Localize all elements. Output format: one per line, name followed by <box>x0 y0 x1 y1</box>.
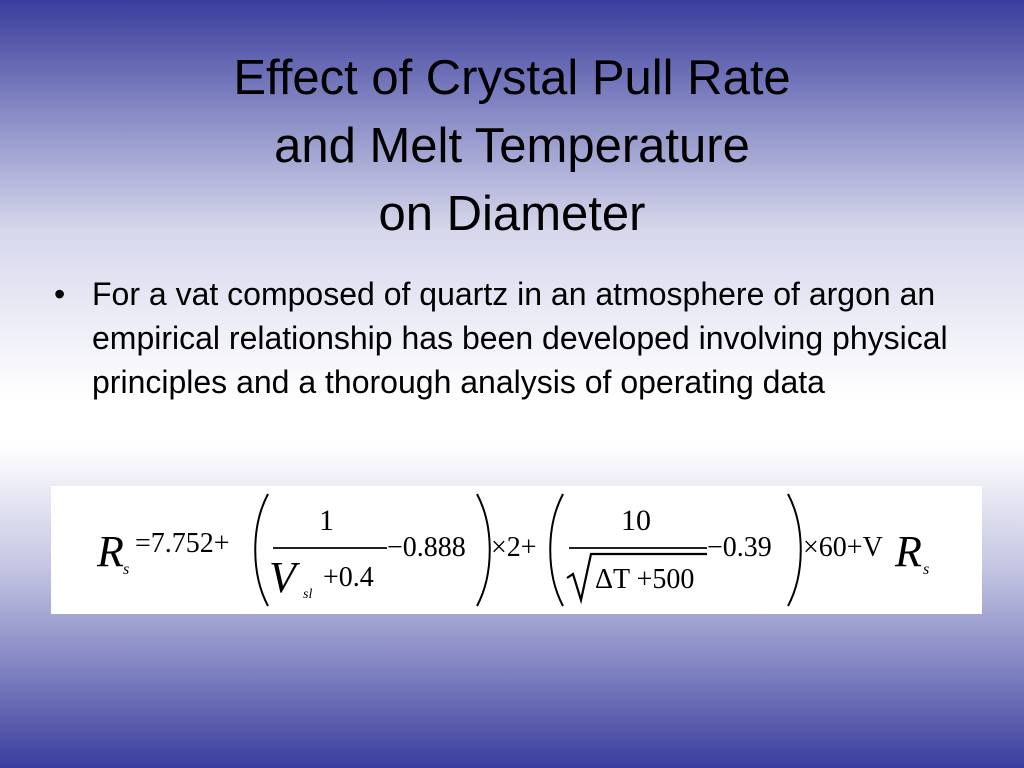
eq-right-paren-1 <box>476 493 491 607</box>
eq-rhs-subscript: s <box>923 561 929 578</box>
title-line-1: Effect of Crystal Pull Rate <box>233 51 791 105</box>
eq-frac1-den-rest: +0.4 <box>323 562 374 593</box>
equation-image: R s =7.752+ 1 V sl +0.4 −0.888 ×2+ 10 ΔT… <box>96 493 929 607</box>
bullet-marker: • <box>54 276 66 312</box>
eq-sqrt-sign <box>566 552 707 605</box>
title-line-2: and Melt Temperature <box>274 119 750 173</box>
eq-frac2-numerator: 10 <box>621 504 651 537</box>
eq-left-paren-1 <box>254 493 269 607</box>
eq-left-paren-2 <box>549 493 564 607</box>
slide-title: Effect of Crystal Pull Rate and Melt Tem… <box>0 44 1024 248</box>
eq-frac2-denominator: ΔT +500 <box>595 564 694 595</box>
equation-panel: R s =7.752+ 1 V sl +0.4 −0.888 ×2+ 10 ΔT… <box>51 486 982 614</box>
eq-rhs-symbol: R <box>894 527 922 576</box>
eq-constant: =7.752+ <box>135 528 230 559</box>
eq-lhs-symbol: R <box>96 527 124 576</box>
eq-right-paren-2 <box>787 493 802 607</box>
eq-lhs-subscript: s <box>123 561 129 578</box>
eq-term2-minus: −0.39 <box>707 532 772 563</box>
bullet-text: For a vat composed of quartz in an atmos… <box>92 276 948 400</box>
eq-frac1-den-symbol: V <box>269 553 301 602</box>
bullet-item: • For a vat composed of quartz in an atm… <box>54 272 954 404</box>
eq-frac1-den-subscript: sl <box>303 587 312 602</box>
eq-times-sixty: ×60+V <box>803 532 883 563</box>
title-line-3: on Diameter <box>378 187 646 241</box>
eq-frac1-numerator: 1 <box>319 504 334 537</box>
eq-term1-minus: −0.888 <box>387 532 466 563</box>
eq-times-two: ×2+ <box>491 532 537 563</box>
